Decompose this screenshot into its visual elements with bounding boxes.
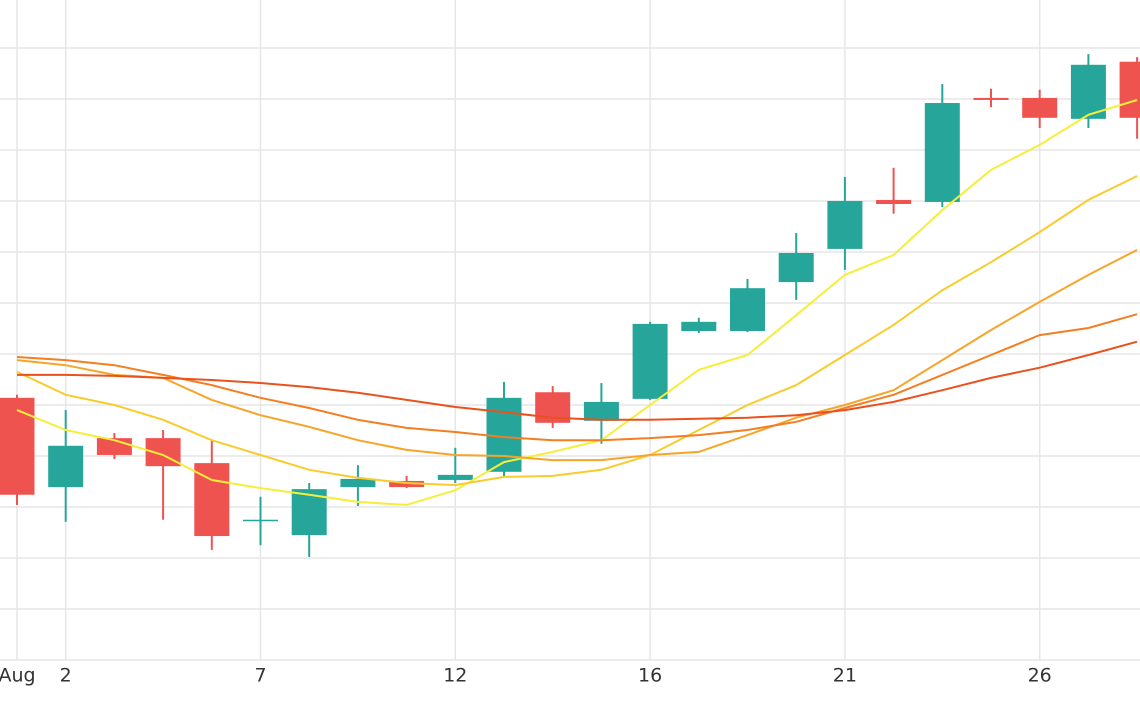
x-tick-label: 16 <box>638 665 662 687</box>
candle-body <box>194 463 230 537</box>
candle-body <box>583 401 619 421</box>
candle-body <box>827 200 863 249</box>
candle-body <box>437 474 473 480</box>
x-tick-label: 26 <box>1028 665 1052 687</box>
moving-average-line <box>16 175 1138 487</box>
x-tick-label: Aug <box>0 665 36 687</box>
moving-average-line <box>17 340 1138 421</box>
x-tick-label: 21 <box>833 665 857 687</box>
candle-body <box>924 103 960 202</box>
x-tick-label: 7 <box>254 665 266 687</box>
candle-body <box>1022 97 1058 118</box>
candle-body <box>730 288 765 332</box>
candle-body <box>973 97 1009 100</box>
candle-body <box>0 397 35 495</box>
candle-body <box>632 323 668 399</box>
candle-body <box>340 478 376 488</box>
candle-body <box>681 321 717 332</box>
candle-body <box>243 519 278 522</box>
candle-body <box>389 480 425 488</box>
moving-average-line <box>16 249 1138 462</box>
x-tick-label: 2 <box>60 665 72 687</box>
candle-body <box>1070 64 1106 119</box>
moving-average-line <box>16 99 1138 506</box>
candle-body <box>48 445 84 488</box>
moving-average-line <box>16 313 1138 442</box>
candle-body <box>1119 61 1140 118</box>
candle-body <box>778 252 814 283</box>
x-tick-label: 12 <box>443 665 467 687</box>
candle-body <box>876 199 912 205</box>
